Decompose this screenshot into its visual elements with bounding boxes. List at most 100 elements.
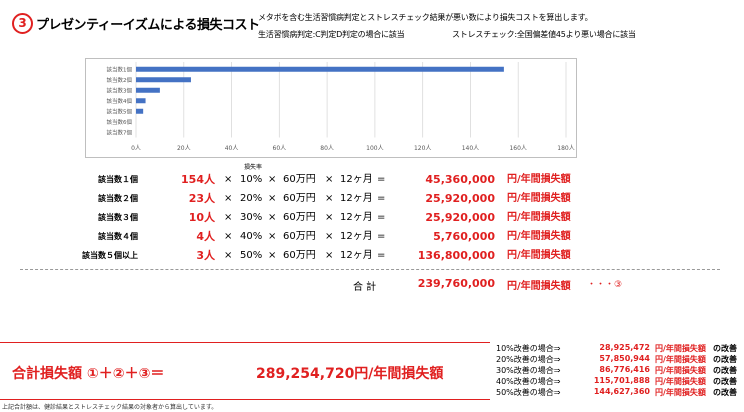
summary-box [0,342,490,400]
improvement-value: 86,776,416 [599,365,650,374]
row-result: 45,360,000 [425,173,495,186]
improvement-suffix: の改善 [713,344,737,353]
category-label: 該当数1個 [107,65,133,73]
bar [136,77,191,83]
total-value: 239,760,000 [417,277,495,290]
row-label: 該当数２個 [98,194,138,203]
row-result: 25,920,000 [425,211,495,224]
times-3: × [325,212,334,223]
row-months: 12ヶ月 [340,212,373,223]
improvement-case: 30%改善の場合⇒ [496,366,561,375]
x-tick-label: 120人 [414,145,431,152]
summary-value: 289,254,720円/年間損失額 [256,366,444,382]
row-equals: = [377,174,386,185]
improvement-value: 28,925,472 [599,343,650,352]
row-months: 12ヶ月 [340,250,373,261]
row-months: 12ヶ月 [340,193,373,204]
category-label: 該当数5個 [107,107,133,115]
row-label: 該当数５個以上 [82,251,138,260]
improvement-case: 20%改善の場合⇒ [496,355,561,364]
times-2: × [268,231,277,242]
improvement-suffix: の改善 [713,388,737,397]
improvement-value: 144,627,360 [593,387,650,396]
note-line2a: 生活習慣病判定:C判定D判定の場合に該当 [258,30,405,39]
times-2: × [268,174,277,185]
times-3: × [325,231,334,242]
category-label: 該当数2個 [107,76,133,84]
improvement-value: 57,850,944 [599,354,650,363]
row-months: 12ヶ月 [340,231,373,242]
note-line2b: ストレスチェック:全国偏差値45より悪い場合に該当 [452,30,636,39]
improvement-unit: 円/年間損失額 [655,344,706,353]
x-tick-label: 80人 [320,145,334,152]
row-count: 3人 [196,249,215,262]
category-label: 該当数7個 [107,128,133,136]
times-1: × [224,212,233,223]
times-2: × [268,193,277,204]
times-1: × [224,193,233,204]
row-count: 4人 [196,230,215,243]
row-equals: = [377,231,386,242]
category-label: 該当数4個 [107,97,133,105]
improvement-suffix: の改善 [713,377,737,386]
times-3: × [325,250,334,261]
calc-row: 該当数３個 10人 × 30% × 60万円 × 12ヶ月 = 25,920,000 円/年間損失額 [0,209,744,227]
improvement-value: 115,701,888 [593,376,650,385]
row-equals: = [377,250,386,261]
category-label: 該当数3個 [107,86,133,94]
row-rate: 50% [240,250,263,261]
x-tick-label: 40人 [225,145,239,152]
row-equals: = [377,212,386,223]
times-3: × [325,193,334,204]
row-equals: = [377,193,386,204]
row-cost: 60万円 [283,212,316,223]
row-cost: 60万円 [283,174,316,185]
improvement-case: 10%改善の場合⇒ [496,344,561,353]
section-title: 3 プレゼンティーイズムによる損失コスト [12,13,260,34]
x-tick-label: 180人 [557,145,574,152]
row-result: 5,760,000 [433,230,495,243]
times-1: × [224,174,233,185]
improvement-unit: 円/年間損失額 [655,377,706,386]
row-unit: 円/年間損失額 [507,174,571,185]
row-unit: 円/年間損失額 [507,193,571,204]
row-rate: 20% [240,193,263,204]
calc-row: 該当数１個 154人 × 10% × 60万円 × 12ヶ月 = 45,360,000 円/年間損失… [0,171,744,189]
row-unit: 円/年間損失額 [507,212,571,223]
total-label: 合 計 [353,282,377,293]
times-2: × [268,250,277,261]
note-line1: メタボを含む生活習慣病判定とストレスチェック結果が悪い数により損失コストを算出し… [258,13,593,22]
bar [136,98,146,104]
bar [136,66,504,72]
bar [136,108,144,114]
times-1: × [224,231,233,242]
footnote: 上記合計額は、健診結果とストレスチェック結果の対象者から算出しています。 [2,404,218,411]
row-rate: 10% [240,174,263,185]
summary-label: 合計損失額 ①＋②＋③＝ [12,366,165,382]
row-rate: 30% [240,212,263,223]
improvement-case: 50%改善の場合⇒ [496,388,561,397]
times-2: × [268,212,277,223]
improvement-unit: 円/年間損失額 [655,355,706,364]
x-tick-label: 160人 [509,145,526,152]
times-3: × [325,174,334,185]
row-rate: 40% [240,231,263,242]
category-label: 該当数6個 [107,118,133,126]
row-cost: 60万円 [283,250,316,261]
x-tick-label: 100人 [366,145,383,152]
rate-header: 損失率 [244,164,263,171]
x-tick-label: 60人 [273,145,287,152]
x-tick-label: 20人 [177,145,191,152]
improvement-unit: 円/年間損失額 [655,388,706,397]
row-cost: 60万円 [283,193,316,204]
row-count: 154人 [181,173,215,186]
bar-chart: 0人 20人 40人 60人 80人 100人 120人 140人 160人 180人 該当数1個該… [107,62,575,152]
improvement-unit: 円/年間損失額 [655,366,706,375]
total-unit: 円/年間損失額 [507,281,571,292]
row-unit: 円/年間損失額 [507,250,571,261]
row-result: 136,800,000 [417,249,495,262]
row-label: 該当数１個 [98,175,138,184]
improvement-suffix: の改善 [713,366,737,375]
divider [20,269,720,270]
calc-row: 該当数２個 23人 × 20% × 60万円 × 12ヶ月 = 25,920,000 円/年間損失額 [0,190,744,208]
